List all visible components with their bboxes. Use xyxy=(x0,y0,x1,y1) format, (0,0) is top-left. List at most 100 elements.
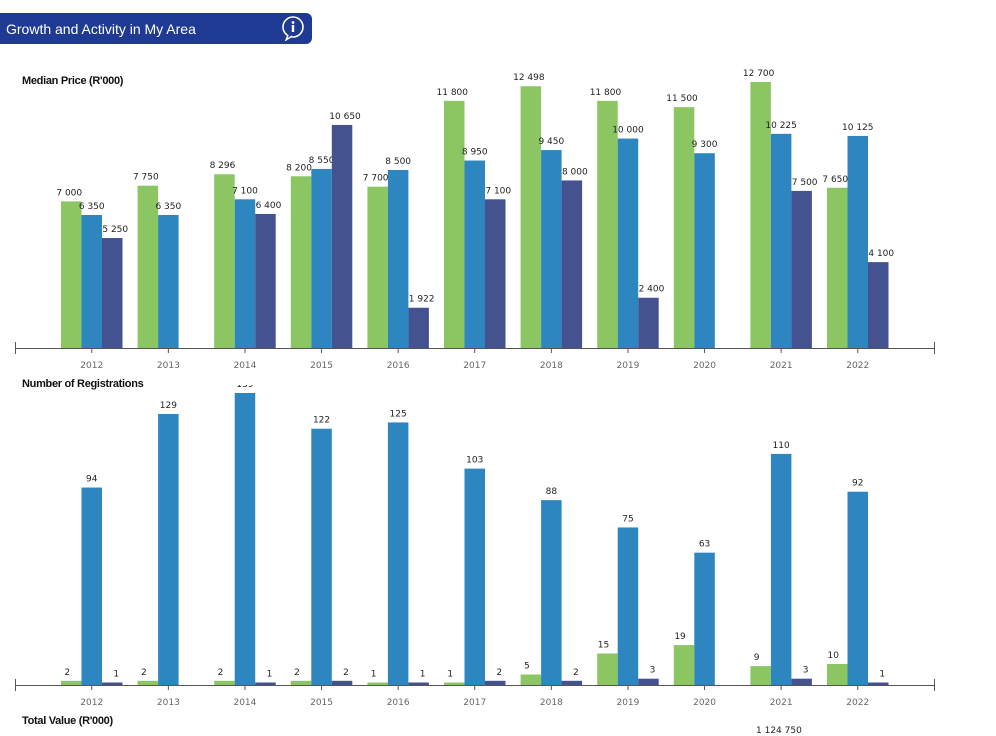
data-label: 139 xyxy=(236,385,253,390)
bar-2013-s2 xyxy=(158,215,179,348)
data-label: 122 xyxy=(313,416,330,426)
data-label: 19 xyxy=(674,632,686,642)
data-label: 1 xyxy=(371,670,377,680)
x-tick-label: 2017 xyxy=(463,361,486,371)
x-tick-label: 2014 xyxy=(233,698,256,708)
data-label: 94 xyxy=(86,475,98,485)
bar-2022-s2 xyxy=(847,135,868,348)
bar-2018-s2 xyxy=(541,150,562,348)
bar-2017-s3 xyxy=(485,199,506,348)
data-label: 2 xyxy=(343,668,349,678)
data-label: 3 xyxy=(803,666,809,676)
info-icon[interactable] xyxy=(280,15,306,41)
bar-2016-s2 xyxy=(387,422,409,685)
bar-2014-s2 xyxy=(234,393,256,685)
x-tick-label: 2012 xyxy=(80,361,103,371)
data-label: 9 300 xyxy=(692,140,718,150)
x-tick-label: 2013 xyxy=(157,361,180,371)
data-label: 8 500 xyxy=(385,157,411,167)
bar-2013-s1 xyxy=(137,680,159,685)
bar-2014-s1 xyxy=(214,680,235,685)
x-tick-label: 2020 xyxy=(693,698,716,708)
x-tick-label: 2015 xyxy=(310,361,333,371)
x-tick-label: 2016 xyxy=(387,361,410,371)
data-label: 7 750 xyxy=(133,173,159,183)
bar-2014-s3 xyxy=(255,682,276,685)
bar-2017-s2 xyxy=(464,160,485,348)
bar-2014-s2 xyxy=(234,199,256,348)
data-label: 2 xyxy=(64,668,70,678)
bar-2015-s1 xyxy=(290,680,312,685)
x-tick-label: 2022 xyxy=(846,698,869,708)
header-bar: Growth and Activity in My Area xyxy=(0,13,312,44)
bar-2017-s2 xyxy=(464,468,485,685)
data-label: 11 800 xyxy=(437,88,469,98)
data-label: 10 650 xyxy=(329,112,361,122)
data-label: 125 xyxy=(390,409,407,419)
data-label: 10 125 xyxy=(842,123,874,133)
bar-2022-s3 xyxy=(868,262,889,348)
bar-2020-s2 xyxy=(694,552,715,685)
data-label: 1 xyxy=(113,670,119,680)
median-price-title: Median Price (R'000) xyxy=(22,75,124,87)
bar-2015-s3 xyxy=(331,680,353,685)
data-label: 88 xyxy=(546,487,558,497)
x-tick-label: 2018 xyxy=(540,698,563,708)
data-label: 11 800 xyxy=(590,88,622,98)
bar-2015-s2 xyxy=(311,428,332,685)
page-title: Growth and Activity in My Area xyxy=(6,21,196,37)
bar-2014-s3 xyxy=(255,213,276,348)
data-label: 8 950 xyxy=(462,148,488,158)
data-label: 2 xyxy=(294,668,300,678)
data-label: 11 500 xyxy=(666,94,698,104)
bar-2018-s3 xyxy=(561,180,583,348)
data-label: 15 xyxy=(598,640,609,650)
total-value-partial-label: 1 124 750 xyxy=(756,726,802,736)
data-label: 92 xyxy=(852,479,863,489)
data-label: 12 700 xyxy=(743,69,775,79)
bar-2022-s1 xyxy=(827,663,848,685)
bar-2015-s2 xyxy=(311,168,332,348)
bar-2018-s2 xyxy=(541,500,562,685)
bar-2012-s1 xyxy=(61,201,82,348)
bar-2021-s2 xyxy=(770,453,792,685)
x-tick-label: 2012 xyxy=(80,698,103,708)
bar-2021-s2 xyxy=(770,133,792,348)
x-tick-label: 2018 xyxy=(540,361,563,371)
total-value-title: Total Value (R'000) xyxy=(22,715,113,727)
bar-2019-s1 xyxy=(597,653,618,685)
x-tick-label: 2021 xyxy=(770,698,793,708)
data-label: 10 225 xyxy=(765,121,797,131)
data-label: 2 xyxy=(218,668,224,678)
bar-2018-s3 xyxy=(561,680,583,685)
data-label: 7 100 xyxy=(485,186,511,196)
bar-2012-s2 xyxy=(81,215,102,348)
x-tick-label: 2015 xyxy=(310,698,333,708)
data-label: 10 000 xyxy=(612,126,644,136)
bar-2021-s1 xyxy=(750,666,771,685)
data-label: 10 xyxy=(828,651,840,661)
data-label: 5 xyxy=(524,661,530,671)
bar-2020-s1 xyxy=(673,645,695,685)
data-label: 103 xyxy=(466,456,483,466)
data-label: 6 350 xyxy=(79,202,105,212)
data-label: 2 xyxy=(496,668,502,678)
bar-2021-s3 xyxy=(791,190,812,348)
bar-2020-s2 xyxy=(694,153,715,348)
data-label: 6 350 xyxy=(155,202,181,212)
data-label: 7 500 xyxy=(792,178,818,188)
bar-2015-s3 xyxy=(331,124,353,348)
data-label: 8 000 xyxy=(562,167,588,177)
data-label: 1 922 xyxy=(409,295,435,305)
bar-2022-s2 xyxy=(847,491,868,685)
data-label: 7 700 xyxy=(363,174,389,184)
bar-2016-s1 xyxy=(367,186,388,348)
bar-2014-s1 xyxy=(214,174,235,348)
bar-2017-s1 xyxy=(444,100,465,348)
bar-2021-s1 xyxy=(750,82,771,348)
x-tick-label: 2019 xyxy=(616,698,639,708)
bar-2022-s3 xyxy=(868,682,889,685)
bar-2017-s1 xyxy=(444,682,465,685)
bar-2012-s1 xyxy=(61,680,82,685)
data-label: 9 450 xyxy=(538,137,564,147)
